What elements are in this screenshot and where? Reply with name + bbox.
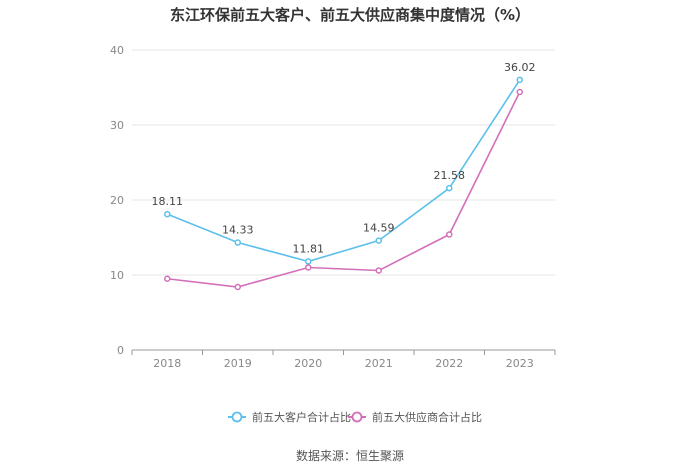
x-tick-label-2020: 2020 xyxy=(294,357,322,370)
series-2-point-2023 xyxy=(516,88,523,96)
y-tick-label-20: 20 xyxy=(110,194,124,207)
legend-marker-1 xyxy=(231,411,243,423)
series-2-point-2019 xyxy=(234,283,241,291)
series-2-point-2022 xyxy=(446,231,453,238)
series-1-point-2022 xyxy=(446,184,453,192)
series-1-point-2021 xyxy=(375,237,382,244)
y-tick-label-30: 30 xyxy=(110,119,124,132)
y-tick-label-0: 0 xyxy=(117,344,124,357)
series-2-point-2020 xyxy=(305,264,312,271)
data-label-2020: 11.81 xyxy=(293,242,325,255)
grid-layer xyxy=(132,49,555,276)
data-label-2022: 21.58 xyxy=(434,169,466,182)
series-1-point-2020 xyxy=(305,258,312,265)
series-1-point-2019 xyxy=(234,239,241,246)
data-label-2018: 18.11 xyxy=(152,195,184,208)
data-label-2023: 36.02 xyxy=(504,61,536,74)
data-label-2021: 14.59 xyxy=(363,222,395,235)
x-tick-label-2023: 2023 xyxy=(506,357,534,370)
y-tick-label-40: 40 xyxy=(110,44,124,57)
series-line-2 xyxy=(167,91,521,288)
series-layer xyxy=(164,76,523,291)
legend-label-1: 前五大客户合计占比 xyxy=(252,410,351,424)
series-2-point-2021 xyxy=(375,267,382,274)
legend: 前五大客户合计占比 前五大供应商合计占比 xyxy=(228,410,482,424)
source-note: 数据来源：恒生聚源 xyxy=(295,449,404,463)
x-tick-label-2021: 2021 xyxy=(365,357,393,370)
legend-marker-2 xyxy=(351,411,363,423)
y-tick-label-10: 10 xyxy=(110,269,124,282)
x-tick-label-2019: 2019 xyxy=(224,357,252,370)
x-tick-label-2018: 2018 xyxy=(153,357,181,370)
axis-layer: 0 10 20 30 40 2018 2019 2020 2021 2022 2023 xyxy=(110,44,556,370)
legend-label-2: 前五大供应商合计占比 xyxy=(372,410,482,424)
label-layer: 18.11 14.33 11.81 14.59 21.58 36.02 xyxy=(152,61,536,256)
series-2-point-2018 xyxy=(164,275,171,282)
x-tick-label-2022: 2022 xyxy=(435,357,463,370)
series-1-point-2018 xyxy=(164,210,171,218)
series-1-point-2023 xyxy=(516,76,523,84)
series-line-1 xyxy=(166,79,521,263)
chart-title: 东江环保前五大客户、前五大供应商集中度情况（%） xyxy=(169,6,531,24)
data-label-2019: 14.33 xyxy=(222,224,254,237)
